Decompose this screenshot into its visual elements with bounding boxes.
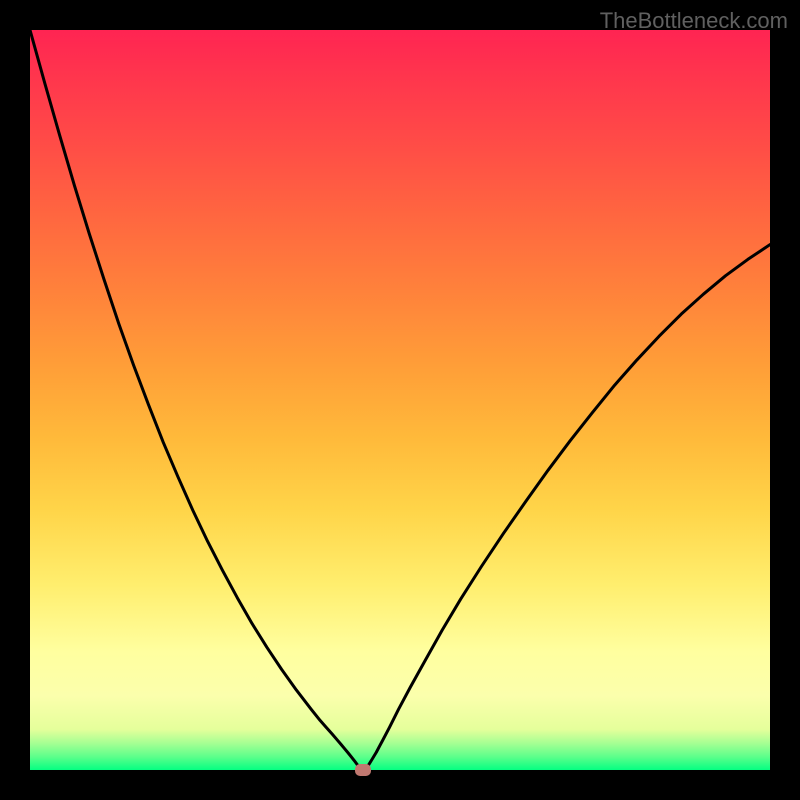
watermark-text: TheBottleneck.com (600, 8, 788, 34)
optimal-marker (355, 764, 371, 776)
bottleneck-chart (0, 0, 800, 800)
chart-plot-area (30, 30, 770, 770)
